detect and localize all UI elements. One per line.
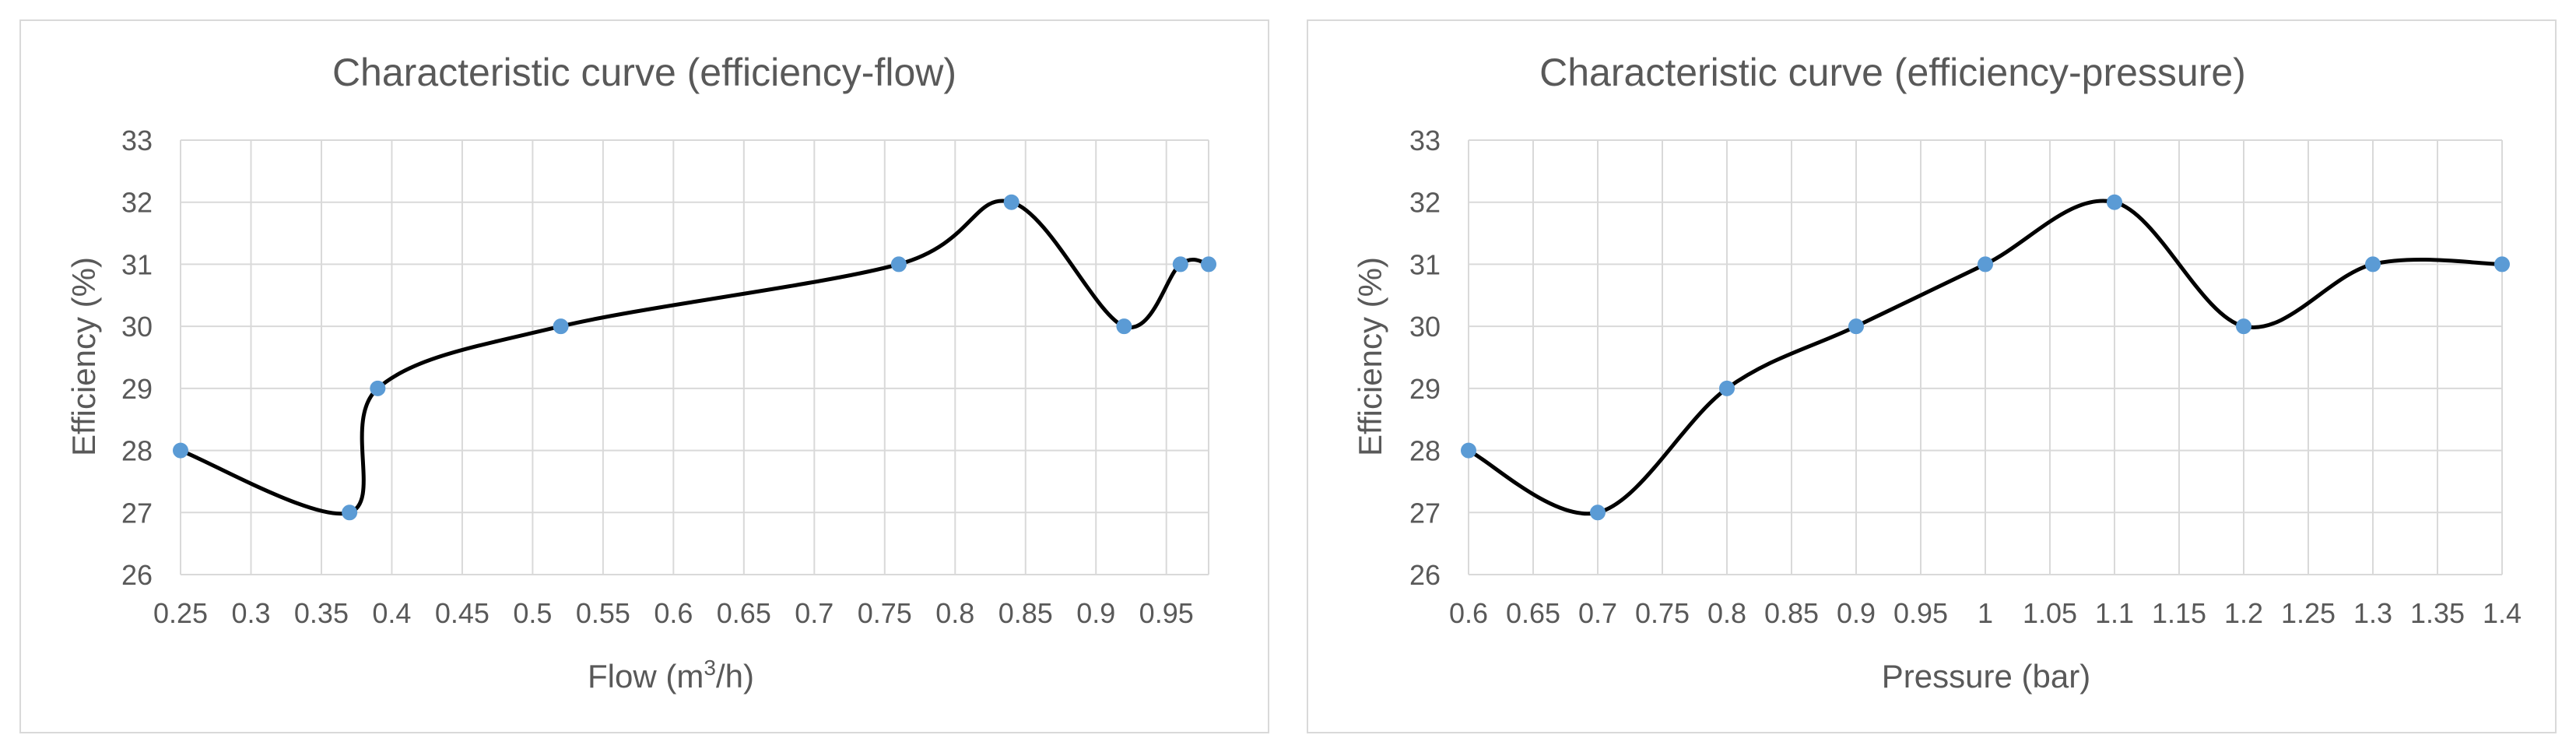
y-tick-label: 27	[121, 497, 153, 529]
data-point	[2494, 256, 2510, 273]
x-tick-labels: 0.25 0.3 0.35 0.4 0.45 0.5 0.55 0.6 0.65 0.7 0.75 0…	[153, 597, 1194, 629]
data-point	[1719, 380, 1735, 396]
data-point	[2365, 256, 2381, 273]
y-tick-label: 29	[1409, 373, 1441, 405]
y-axis-title: Efficiency (%)	[1352, 257, 1388, 456]
y-tick-label: 28	[121, 435, 153, 467]
x-tick-label: 0.8	[1707, 597, 1746, 629]
data-point	[553, 318, 569, 335]
y-tick-label: 26	[121, 559, 153, 591]
data-point	[1590, 505, 1606, 521]
y-tick-label: 31	[121, 248, 153, 280]
x-tick-label: 0.35	[294, 597, 349, 629]
y-tick-label: 33	[1409, 125, 1441, 156]
x-tick-label: 0.7	[795, 597, 834, 629]
chart-title: Characteristic curve (efficiency-pressur…	[1539, 51, 2246, 94]
y-tick-label: 26	[1409, 559, 1441, 591]
y-tick-label: 32	[1409, 187, 1441, 219]
x-tick-label: 0.85	[998, 597, 1053, 629]
x-tick-label: 0.25	[153, 597, 208, 629]
chart-frame	[19, 19, 1269, 733]
x-tick-label: 0.65	[717, 597, 771, 629]
x-tick-label: 1.1	[2095, 597, 2134, 629]
gridlines	[1468, 139, 2503, 575]
x-tick-label: 0.75	[1635, 597, 1690, 629]
y-tick-label: 28	[1409, 435, 1441, 467]
data-point	[1461, 442, 1476, 459]
y-tick-label: 29	[121, 373, 153, 405]
x-tick-label: 0.45	[435, 597, 490, 629]
data-point	[1201, 256, 1216, 273]
data-point	[173, 442, 188, 459]
x-tick-label: 0.95	[1893, 597, 1948, 629]
data-point	[1978, 256, 1993, 273]
x-tick-label: 0.55	[576, 597, 630, 629]
y-axis-title: Efficiency (%)	[65, 257, 102, 456]
gridlines	[180, 139, 1209, 575]
data-points	[1461, 194, 2510, 521]
y-tick-label: 33	[121, 125, 153, 156]
data-points	[173, 194, 1216, 521]
data-point	[1172, 256, 1188, 273]
chart-efficiency-pressure: Characteristic curve (efficiency-pressur…	[1307, 19, 2557, 733]
x-tick-label: 1.35	[2410, 597, 2465, 629]
x-tick-labels: 0.6 0.65 0.7 0.75 0.8 0.85 0.9 0.95 1 1.05 1.1 1.15…	[1449, 597, 2522, 629]
x-tick-label: 0.9	[1837, 597, 1876, 629]
chart-title: Characteristic curve (efficiency-flow)	[332, 51, 956, 94]
x-tick-label: 1.2	[2224, 597, 2263, 629]
chart-efficiency-flow: Characteristic curve (efficiency-flow) 2…	[19, 19, 1269, 733]
x-tick-label: 0.65	[1506, 597, 1560, 629]
x-tick-label: 0.8	[935, 597, 974, 629]
x-tick-label: 1	[1978, 597, 1993, 629]
x-axis-title: Flow (m3/h)	[588, 656, 754, 694]
y-tick-label: 32	[121, 187, 153, 219]
data-point	[1848, 318, 1864, 335]
x-tick-label: 0.7	[1578, 597, 1617, 629]
data-point	[1003, 194, 1020, 210]
chart-frame	[1307, 19, 2557, 733]
x-tick-label: 0.75	[858, 597, 912, 629]
y-tick-label: 30	[121, 311, 153, 343]
y-tick-label: 30	[1409, 311, 1441, 343]
x-tick-label: 0.6	[1449, 597, 1488, 629]
x-tick-label: 1.05	[2023, 597, 2077, 629]
x-tick-label: 0.9	[1076, 597, 1115, 629]
x-tick-label: 1.15	[2152, 597, 2206, 629]
x-tick-label: 0.85	[1764, 597, 1819, 629]
data-point	[1116, 318, 1132, 335]
x-tick-label: 0.4	[372, 597, 411, 629]
x-tick-label: 1.4	[2483, 597, 2522, 629]
x-tick-label: 0.95	[1139, 597, 1194, 629]
x-axis-title: Pressure (bar)	[1882, 658, 2090, 694]
x-tick-label: 0.3	[231, 597, 270, 629]
data-point	[2107, 194, 2122, 210]
data-point	[370, 380, 386, 396]
y-tick-label: 27	[1409, 497, 1441, 529]
x-tick-label: 1.25	[2281, 597, 2336, 629]
y-tick-labels: 26 27 28 29 30 31 32 33	[121, 125, 153, 591]
x-tick-label: 0.5	[513, 597, 552, 629]
data-point	[890, 256, 907, 273]
data-point	[342, 505, 358, 521]
y-tick-label: 31	[1409, 248, 1441, 280]
y-tick-labels: 26 27 28 29 30 31 32 33	[1409, 125, 1441, 591]
data-point	[2236, 318, 2251, 335]
x-tick-label: 1.3	[2353, 597, 2392, 629]
x-tick-label: 0.6	[654, 597, 693, 629]
